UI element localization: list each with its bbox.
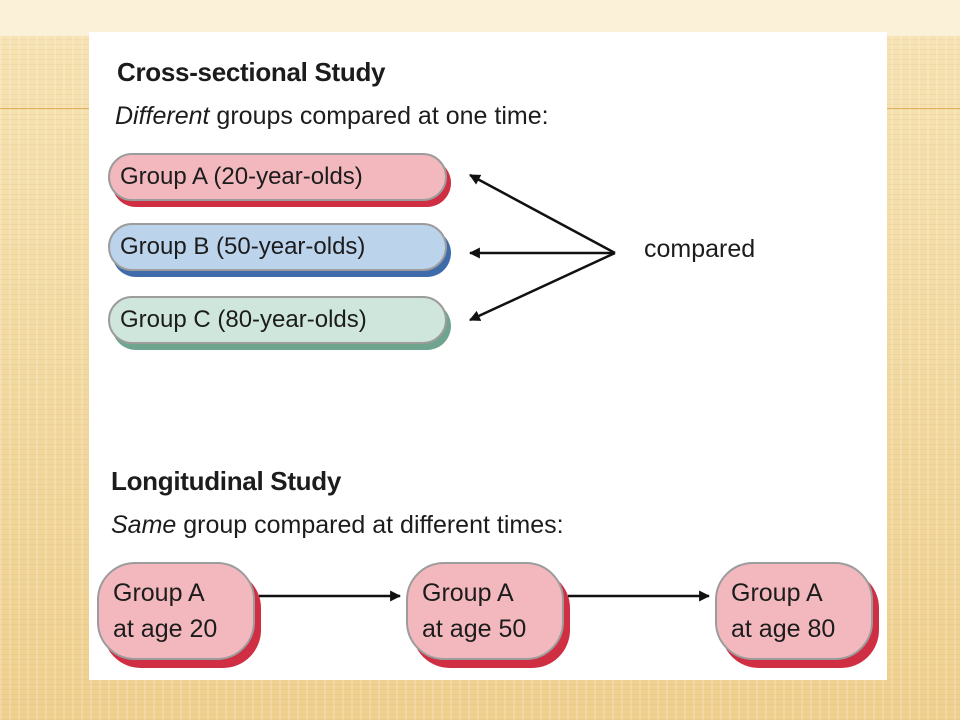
figure-panel: Cross-sectional Study Different groups c… — [89, 32, 887, 680]
compared-label: compared — [644, 235, 756, 263]
cross-sectional-subtitle-rest: groups compared at one time: — [209, 102, 549, 130]
stage-age-80-bubble: Group A at age 80 — [715, 562, 873, 660]
stage-age-80-line1: Group A — [731, 579, 823, 607]
longitudinal-title: Longitudinal Study — [111, 466, 342, 496]
longitudinal-subtitle-rest: group compared at different times: — [176, 511, 564, 539]
group-c-pill: Group C (80-year-olds) — [108, 296, 447, 344]
stage-age-50-bubble: Group A at age 50 — [406, 562, 564, 660]
stage-age-20-bubble: Group A at age 20 — [97, 562, 255, 660]
longitudinal-subtitle: Same group compared at different times: — [111, 511, 564, 540]
group-b-label: Group B (50-year-olds) — [120, 233, 366, 260]
compared-arrow-to-group-a — [469, 173, 616, 255]
stage-age-20-line1: Group A — [113, 579, 205, 607]
group-b-pill: Group B (50-year-olds) — [108, 223, 447, 271]
group-c-label: Group C (80-year-olds) — [120, 306, 367, 333]
stage-age-50-line1: Group A — [422, 579, 514, 607]
slide-top-band — [0, 0, 960, 36]
stage-age-20-line2: at age 20 — [113, 615, 218, 643]
compared-arrow-to-group-c — [469, 251, 616, 322]
group-a-label: Group A (20-year-olds) — [120, 163, 363, 190]
stage-age-80-line2: at age 80 — [731, 615, 836, 643]
group-a-pill: Group A (20-year-olds) — [108, 153, 447, 201]
cross-sectional-subtitle-emphasis: Different — [115, 102, 210, 130]
cross-sectional-subtitle: Different groups compared at one time: — [115, 102, 549, 131]
diagram-arrows — [259, 173, 711, 602]
stage-age-50-line2: at age 50 — [422, 615, 527, 643]
longitudinal-subtitle-emphasis: Same — [111, 511, 177, 539]
cross-sectional-title: Cross-sectional Study — [117, 57, 386, 87]
